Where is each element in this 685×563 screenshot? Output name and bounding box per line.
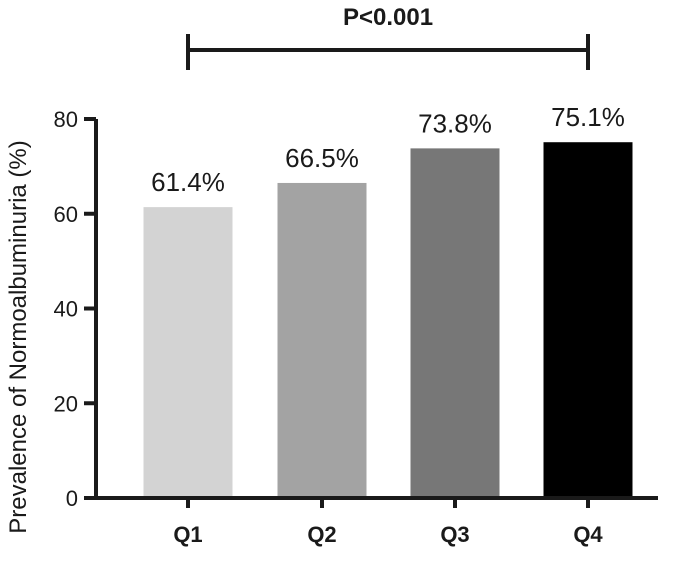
bar-series: [143, 142, 633, 499]
y-tick-label: 40: [54, 297, 78, 322]
x-tick-label-q1: Q1: [173, 522, 202, 547]
y-tick-label: 20: [54, 391, 78, 416]
y-axis-title: Prevalence of Normoalbuminuria (%): [5, 140, 32, 534]
data-label-q3: 73.8%: [418, 108, 492, 138]
bar-q1: [143, 207, 233, 498]
bar-q2: [277, 182, 367, 499]
x-tick-label-q2: Q2: [307, 522, 336, 547]
bar-q3: [410, 148, 500, 498]
data-label-q1: 61.4%: [151, 167, 225, 197]
x-axis-ticks: Q1 Q2 Q3 Q4: [173, 498, 603, 547]
x-tick-label-q4: Q4: [573, 522, 603, 547]
y-tick-label: 80: [54, 107, 78, 132]
x-tick-label-q3: Q3: [440, 522, 469, 547]
data-label-q2: 66.5%: [285, 143, 359, 173]
data-label-q4: 75.1%: [551, 102, 625, 132]
bar-q4: [543, 142, 633, 498]
y-tick-label: 60: [54, 202, 78, 227]
y-tick-label: 0: [66, 486, 78, 511]
y-axis-ticks: 0 20 40 60 80: [54, 107, 96, 511]
significance-bracket: P<0.001: [186, 4, 590, 70]
data-labels: 61.4% 66.5% 73.8% 75.1%: [151, 102, 625, 197]
p-value-label: P<0.001: [343, 4, 433, 31]
